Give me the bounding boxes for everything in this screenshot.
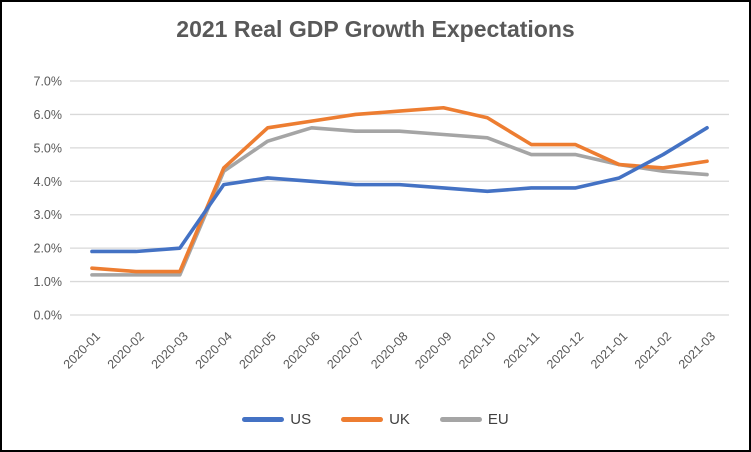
chart-title: 2021 Real GDP Growth Expectations	[176, 16, 575, 42]
x-tick-label: 2020-01	[61, 329, 103, 371]
x-tick-label: 2020-03	[149, 329, 191, 371]
x-tick-label: 2021-03	[676, 329, 718, 371]
chart-legend: US UK EU	[2, 411, 749, 428]
x-tick-label: 2020-07	[324, 329, 366, 371]
legend-label-uk: UK	[389, 411, 410, 428]
series-line-uk	[90, 105, 709, 274]
y-tick-label: 5.0%	[34, 141, 63, 155]
y-tick-label: 3.0%	[34, 208, 63, 222]
x-tick-label: 2020-05	[236, 329, 278, 371]
y-tick-label: 0.0%	[34, 309, 63, 323]
x-tick-label: 2021-02	[632, 329, 674, 371]
y-tick-label: 4.0%	[34, 175, 63, 189]
x-tick-label: 2020-08	[368, 329, 410, 371]
x-tick-label: 2020-02	[105, 329, 147, 371]
x-tick-label: 2020-06	[280, 329, 322, 371]
x-tick-label: 2020-10	[456, 329, 498, 371]
y-tick-label: 2.0%	[34, 242, 63, 256]
legend-swatch-uk-icon	[341, 417, 384, 422]
y-tick-label: 6.0%	[34, 108, 63, 122]
y-tick-label: 1.0%	[34, 275, 63, 289]
x-tick-label: 2020-04	[193, 329, 235, 371]
series-line-eu	[90, 126, 709, 277]
x-tick-label: 2021-01	[588, 329, 630, 371]
legend-item-us: US	[242, 411, 311, 428]
legend-label-eu: EU	[487, 411, 509, 428]
legend-item-uk: UK	[341, 411, 410, 428]
x-tick-label: 2020-12	[544, 329, 586, 371]
legend-swatch-eu-icon	[439, 417, 482, 422]
x-tick-label: 2020-09	[412, 329, 454, 371]
legend-label-us: US	[290, 411, 312, 428]
legend-item-eu: EU	[439, 411, 509, 428]
y-tick-label: 7.0%	[34, 75, 63, 89]
series-line-us	[90, 126, 709, 254]
x-tick-label: 2020-11	[501, 329, 543, 371]
legend-swatch-us-icon	[242, 417, 285, 422]
